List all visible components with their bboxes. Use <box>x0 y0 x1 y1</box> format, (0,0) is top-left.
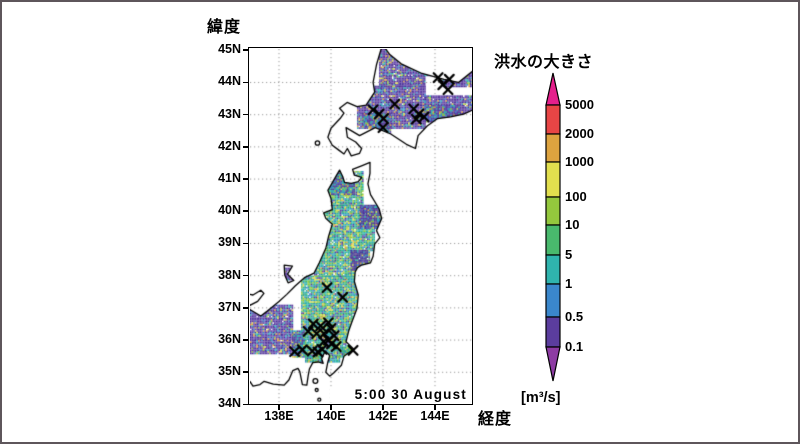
colorbar-tick-label: 10 <box>565 217 580 232</box>
colorbar-segment <box>545 161 561 198</box>
colorbar-segment <box>545 283 561 318</box>
lon-tick <box>434 404 436 410</box>
colorbar <box>545 72 561 382</box>
colorbar-tick-label: 5000 <box>565 97 594 112</box>
lat-tick <box>243 178 249 180</box>
flood-map-canvas <box>250 49 473 405</box>
colorbar-segment <box>545 224 561 256</box>
colorbar-segment <box>545 254 561 285</box>
lat-tick-label: 41N <box>218 171 241 186</box>
colorbar-tick-label: 0.1 <box>565 339 584 354</box>
lat-tick-label: 42N <box>218 138 241 153</box>
lon-tick <box>382 404 384 410</box>
colorbar-segment <box>545 133 561 163</box>
colorbar-segment <box>545 196 561 226</box>
lat-tick-label: 36N <box>218 332 241 347</box>
lat-tick-label: 39N <box>218 235 241 250</box>
lon-tick <box>330 404 332 410</box>
colorbar-title: 洪水の大きさ <box>494 54 594 71</box>
lat-tick-label: 45N <box>218 42 241 57</box>
lon-tick-label: 138E <box>264 409 294 423</box>
colorbar-segment <box>545 316 561 348</box>
timestamp-label: 5:00 30 August <box>330 387 468 402</box>
lat-tick-label: 44N <box>218 74 241 89</box>
colorbar-tick-label: 1 <box>565 276 573 291</box>
colorbar-tick-label: 100 <box>565 189 587 204</box>
x-axis-title: 経度 <box>478 411 513 428</box>
lat-tick <box>243 403 249 406</box>
colorbar-tick-label: 5 <box>565 247 573 262</box>
colorbar-unit: [m³/s] <box>521 390 561 406</box>
lat-tick <box>243 242 249 245</box>
lat-tick <box>243 146 249 148</box>
lat-tick-label: 38N <box>218 267 241 282</box>
colorbar-tick-label: 0.5 <box>565 309 584 324</box>
lat-tick-label: 37N <box>218 299 241 314</box>
lon-tick-label: 142E <box>368 409 398 423</box>
lat-tick <box>243 210 249 213</box>
lon-tick <box>278 404 280 410</box>
lat-tick <box>243 339 249 341</box>
colorbar-tick-label: 2000 <box>565 126 594 141</box>
colorbar-tick-label: 1000 <box>565 154 594 169</box>
lat-tick-label: 34N <box>218 396 241 411</box>
colorbar-arrow-bottom <box>545 346 561 382</box>
lon-tick-label: 140E <box>316 409 346 423</box>
colorbar-arrow-top <box>545 72 561 106</box>
y-axis-title: 緯度 <box>207 19 242 36</box>
lat-tick <box>243 274 249 277</box>
lat-tick-label: 35N <box>218 364 241 379</box>
lat-tick <box>243 307 249 309</box>
lat-tick-label: 40N <box>218 203 241 218</box>
colorbar-segment <box>545 104 561 135</box>
lat-tick <box>243 49 249 52</box>
lat-tick <box>243 81 249 84</box>
lat-tick-label: 43N <box>218 106 241 121</box>
lon-tick-label: 144E <box>420 409 450 423</box>
lat-tick <box>243 113 249 116</box>
lat-tick <box>243 371 249 374</box>
